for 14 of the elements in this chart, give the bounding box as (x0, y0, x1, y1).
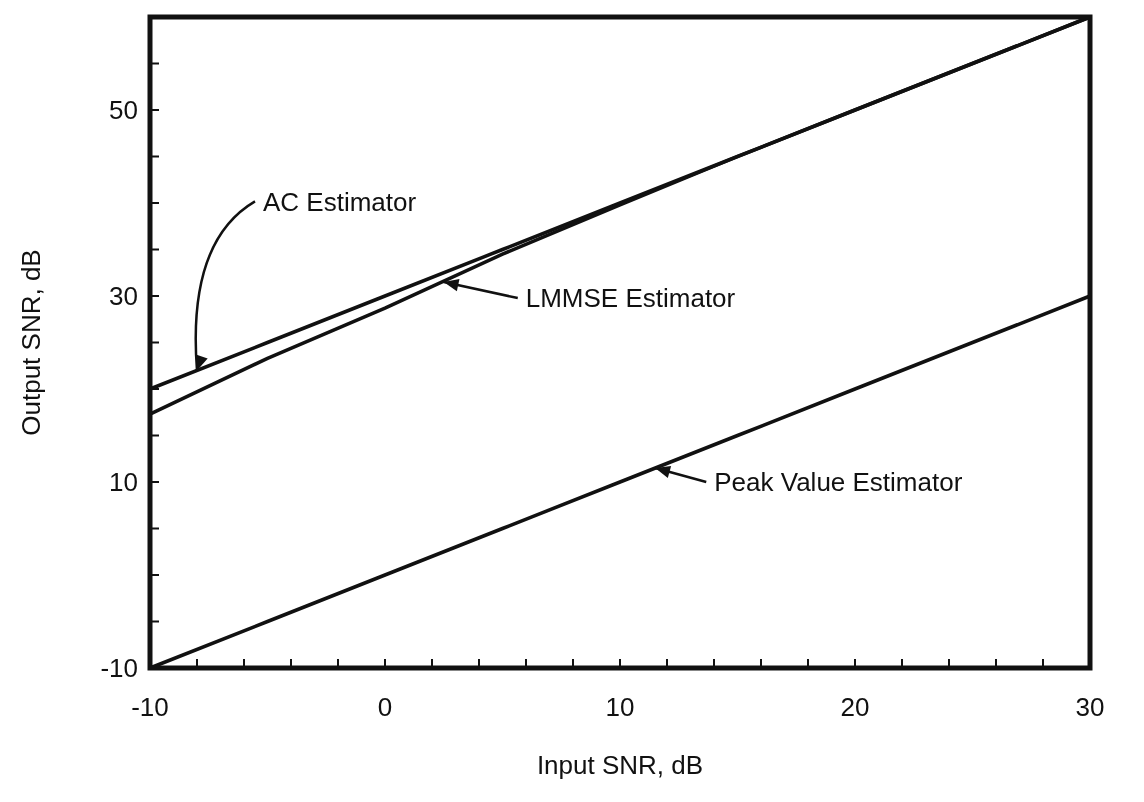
y-axis-title: Output SNR, dB (16, 249, 46, 436)
annotation: Peak Value Estimator (714, 467, 963, 498)
x-tick-label: -10 (131, 692, 169, 722)
x-axis-title: Input SNR, dB (536, 750, 704, 780)
y-tick-label: -10 (100, 653, 138, 684)
x-tick-label: 20 (840, 692, 870, 722)
x-tick-label: 30 (1075, 692, 1105, 722)
x-tick-label: 0 (377, 692, 393, 722)
y-tick-label: 30 (109, 281, 138, 312)
annotation: AC Estimator (263, 186, 417, 217)
y-tick-label: 50 (109, 95, 138, 126)
annotation: LMMSE Estimator (525, 283, 736, 314)
y-tick-label: 10 (109, 467, 138, 498)
x-tick-label: 10 (605, 692, 635, 722)
